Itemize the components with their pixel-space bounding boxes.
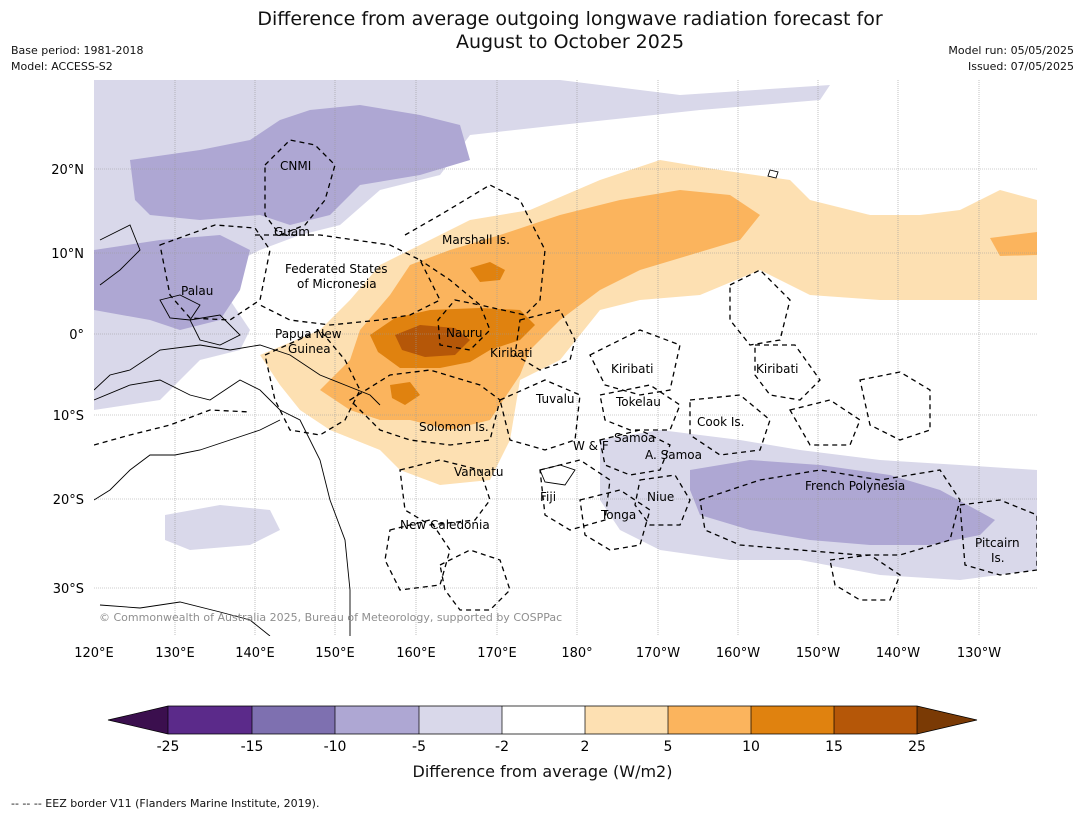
label-pitcairn-line1: Pitcairn <box>975 536 1020 550</box>
label-french-polynesia: French Polynesia <box>805 479 905 493</box>
label-kiribati-west: Kiribati <box>490 346 532 360</box>
grid-lines <box>94 80 1037 636</box>
colorbar-segment <box>168 706 252 734</box>
lon-tick: 160°E <box>396 646 436 661</box>
longitude-axis: 120°E 130°E 140°E 150°E 160°E 170°E 180°… <box>74 646 1001 661</box>
colorbar-segment <box>335 706 419 734</box>
label-png-line2: Guinea <box>288 342 331 356</box>
model-name: Model: ACCESS-S2 <box>11 60 113 73</box>
colorbar-segment <box>585 706 668 734</box>
label-kiribati-central: Kiribati <box>611 362 653 376</box>
title-line-1: Difference from average outgoing longwav… <box>257 8 883 30</box>
colorbar-segment <box>252 706 335 734</box>
lon-tick: 150°W <box>796 646 840 661</box>
model-run: Model run: 05/05/2025 <box>948 44 1074 57</box>
base-period: Base period: 1981-2018 <box>11 44 144 57</box>
lon-tick: 140°E <box>235 646 275 661</box>
lat-tick: 10°N <box>51 247 84 262</box>
colorbar-extend-min <box>108 706 168 734</box>
label-niue: Niue <box>647 490 674 504</box>
colorbar-tick: 10 <box>742 739 760 755</box>
coastlines <box>94 169 779 636</box>
colorbar-segment <box>668 706 751 734</box>
positive-anomaly-shading <box>260 160 1037 485</box>
label-pitcairn-line2: Is. <box>991 551 1005 565</box>
label-tokelau: Tokelau <box>615 395 661 409</box>
colorbar-segment <box>502 706 585 734</box>
issued-date: Issued: 07/05/2025 <box>967 60 1074 73</box>
colorbar-tick: -2 <box>495 739 509 755</box>
label-cook-islands: Cook Is. <box>697 415 744 429</box>
lon-tick: 130°E <box>155 646 195 661</box>
colorbar-tick: 25 <box>908 739 926 755</box>
place-labels: CNMI Guam Marshall Is. Federated States … <box>181 159 1020 565</box>
colorbar-tick: -15 <box>241 739 264 755</box>
meta-right: Model run: 05/05/2025 Issued: 07/05/2025 <box>948 43 1074 75</box>
label-vanuatu: Vanuatu <box>454 465 504 479</box>
lon-tick: 120°E <box>74 646 114 661</box>
colorbar-tick: -25 <box>157 739 180 755</box>
colorbar-tick: 2 <box>581 739 590 755</box>
label-new-caledonia: New Caledonia <box>400 518 490 532</box>
label-cnmi: CNMI <box>280 159 311 173</box>
lat-tick: 30°S <box>53 582 84 597</box>
lon-tick: 170°E <box>477 646 517 661</box>
label-american-samoa: A. Samoa <box>645 448 702 462</box>
label-tonga: Tonga <box>600 508 636 522</box>
label-palau: Palau <box>181 284 213 298</box>
label-kiribati-east: Kiribati <box>756 362 798 376</box>
lon-tick: 170°W <box>636 646 680 661</box>
chart-title: Difference from average outgoing longwav… <box>0 8 1085 54</box>
label-wallis-futuna: W & F <box>573 439 609 453</box>
title-line-2: August to October 2025 <box>455 31 685 53</box>
lon-tick: 140°W <box>876 646 920 661</box>
lon-tick: 160°W <box>716 646 760 661</box>
colorbar-tick: 5 <box>664 739 673 755</box>
colorbar: -25 -15 -10 -5 -2 2 5 10 15 25 <box>107 705 978 755</box>
map-panel: © Commonwealth of Australia 2025, Bureau… <box>94 80 1037 636</box>
colorbar-segment <box>751 706 834 734</box>
label-fsm-line2: of Micronesia <box>297 277 377 291</box>
label-nauru: Nauru <box>446 326 482 340</box>
label-guam: Guam <box>274 225 310 239</box>
lon-tick: 130°W <box>957 646 1001 661</box>
copyright-text: © Commonwealth of Australia 2025, Bureau… <box>99 611 562 624</box>
label-png-line1: Papua New <box>275 327 342 341</box>
label-tuvalu: Tuvalu <box>535 392 575 406</box>
label-solomon: Solomon Is. <box>419 420 489 434</box>
lon-tick: 150°E <box>315 646 355 661</box>
lat-tick: 0° <box>69 328 84 343</box>
eez-borders <box>94 139 1037 611</box>
eez-footnote: -- -- -- EEZ border V11 (Flanders Marine… <box>11 797 320 810</box>
lat-tick: 10°S <box>53 409 84 424</box>
colorbar-segment <box>419 706 502 734</box>
label-fiji: Fiji <box>540 490 556 504</box>
latitude-axis: 20°N 10°N 0° 10°S 20°S 30°S <box>51 163 84 597</box>
label-marshall: Marshall Is. <box>442 233 510 247</box>
label-fsm-line1: Federated States <box>285 262 387 276</box>
colorbar-tick: 15 <box>825 739 843 755</box>
colorbar-extend-max <box>917 706 977 734</box>
colorbar-segment <box>834 706 917 734</box>
colorbar-tick: -10 <box>324 739 347 755</box>
colorbar-label: Difference from average (W/m2) <box>412 762 673 781</box>
lat-tick: 20°N <box>51 163 84 178</box>
lat-tick: 20°S <box>53 493 84 508</box>
colorbar-tick: -5 <box>412 739 426 755</box>
label-samoa: Samoa <box>614 431 655 445</box>
meta-left: Base period: 1981-2018 Model: ACCESS-S2 <box>11 43 143 75</box>
lon-tick: 180° <box>561 646 592 661</box>
